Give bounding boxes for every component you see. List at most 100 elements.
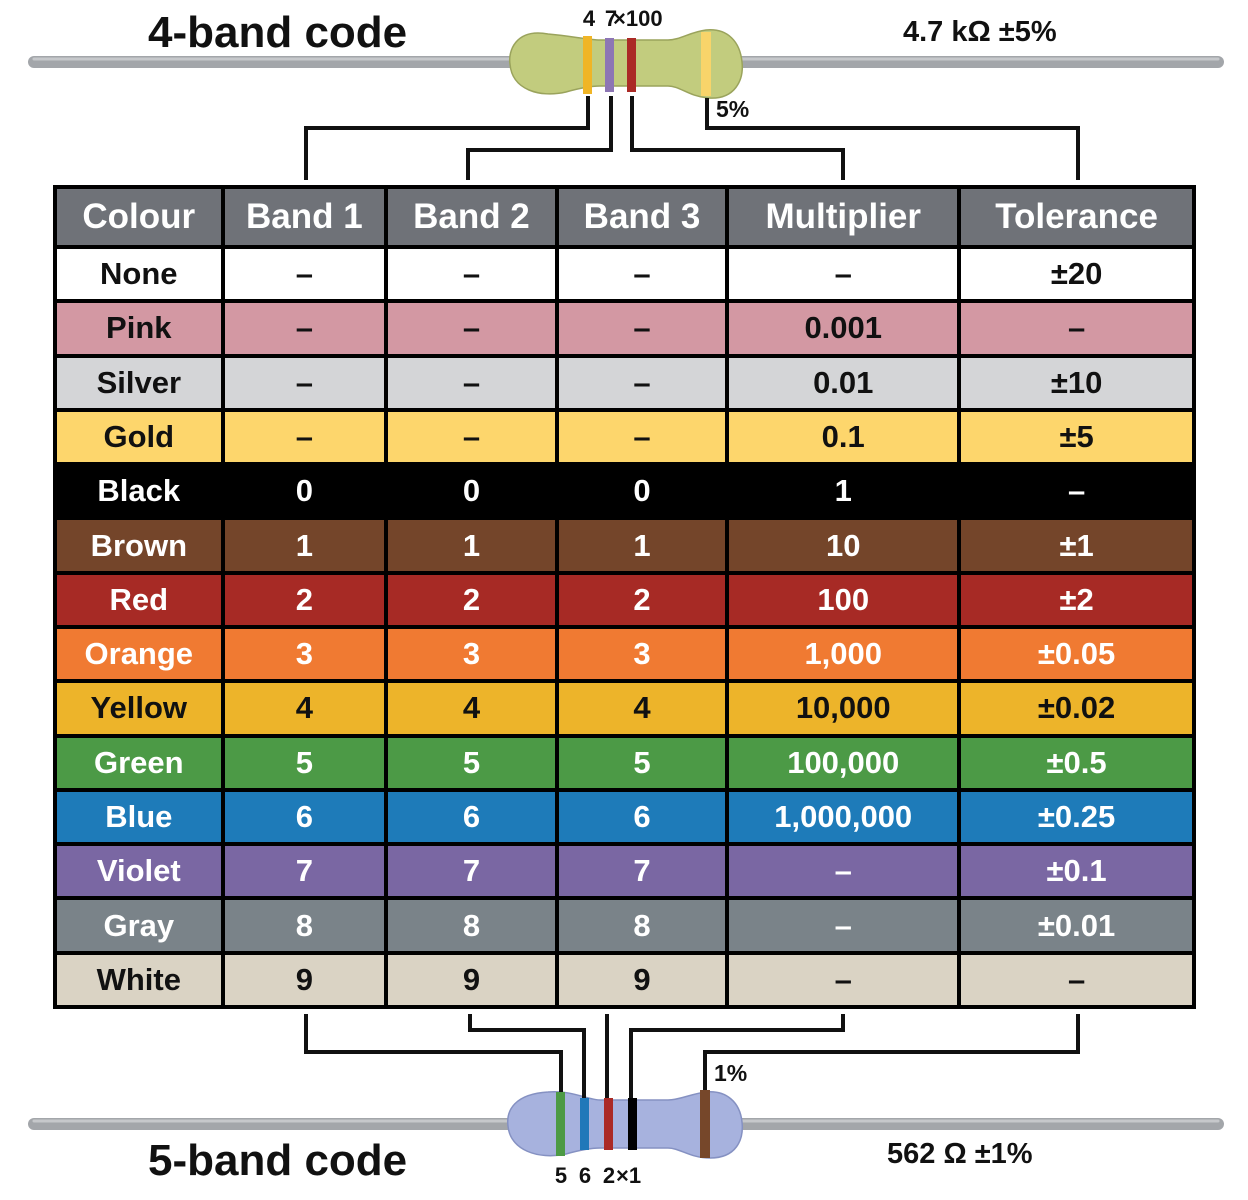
band-2-cell: – (388, 303, 555, 354)
band-3-stripe (604, 1098, 613, 1150)
band-2-cell: 2 (388, 574, 555, 625)
tolerance-cell: ±10 (961, 357, 1192, 408)
table-row: None – – – – ±20 (57, 249, 1192, 300)
band-1-cell: – (224, 357, 385, 408)
band-3-cell: 5 (558, 737, 726, 788)
band-2-cell: – (388, 411, 555, 463)
tolerance-cell: ±0.25 (961, 791, 1192, 843)
band-2-cell: – (388, 357, 555, 408)
band-1-cell: 5 (224, 737, 385, 788)
colour-cell: Violet (57, 846, 221, 897)
tolerance-cell: ±1 (961, 520, 1192, 571)
band-3-cell: 8 (558, 900, 726, 951)
colour-cell: Orange (57, 628, 221, 680)
colour-cell: Blue (57, 791, 221, 843)
multiplier-cell: 1,000 (729, 628, 958, 680)
tolerance-cell: ±0.1 (961, 846, 1192, 897)
tolerance-cell: ±0.5 (961, 737, 1192, 788)
multiplier-stripe (628, 1098, 637, 1150)
tolerance-cell: ±20 (961, 249, 1192, 300)
colour-cell: Black (57, 466, 221, 517)
tolerance-cell: – (961, 954, 1192, 1005)
band-3-cell: 0 (558, 466, 726, 517)
four-band-multiplier: ×100 (613, 6, 663, 31)
colour-cell: Gold (57, 411, 221, 463)
band-1-stripe (583, 36, 592, 94)
colour-cell: White (57, 954, 221, 1005)
tolerance-cell: ±2 (961, 574, 1192, 625)
table-row: Green 5 5 5 100,000 ±0.5 (57, 737, 1192, 788)
colour-cell: None (57, 249, 221, 300)
five-band-title: 5-band code (148, 1136, 408, 1185)
band-3-cell: – (558, 411, 726, 463)
band-2-cell: 0 (388, 466, 555, 517)
multiplier-cell: 0.01 (729, 357, 958, 408)
band-1-stripe (556, 1092, 565, 1156)
band-2-cell: 6 (388, 791, 555, 843)
multiplier-cell: – (729, 249, 958, 300)
multiplier-cell: 10,000 (729, 683, 958, 734)
table-row: Red 2 2 2 100 ±2 (57, 574, 1192, 625)
band-1-cell: 4 (224, 683, 385, 734)
band-3-cell: 1 (558, 520, 726, 571)
band-1-cell: 6 (224, 791, 385, 843)
table-row: Black 0 0 0 1– (57, 466, 1192, 517)
header-multiplier: Multiplier (729, 189, 958, 245)
colour-cell: Green (57, 737, 221, 788)
band-3-cell: 4 (558, 683, 726, 734)
multiplier-cell: 100 (729, 574, 958, 625)
band-1-cell: 8 (224, 900, 385, 951)
multiplier-cell: 0.1 (729, 411, 958, 463)
colour-cell: Brown (57, 520, 221, 571)
colour-cell: Pink (57, 303, 221, 354)
band-3-cell: 3 (558, 628, 726, 680)
band-2-cell: – (388, 249, 555, 300)
band-3-cell: 2 (558, 574, 726, 625)
header-band-1: Band 1 (224, 189, 385, 245)
bottom-connector-lines (304, 1014, 1080, 1098)
table-row: Orange 3 3 3 1,000 ±0.05 (57, 628, 1192, 680)
tolerance-cell: – (961, 466, 1192, 517)
table-row: Brown 1 1 1 10 ±1 (57, 520, 1192, 571)
band-1-cell: 2 (224, 574, 385, 625)
tolerance-cell: ±0.02 (961, 683, 1192, 734)
multiplier-cell: 0.001 (729, 303, 958, 354)
band-1-cell: 7 (224, 846, 385, 897)
band-3-cell: 6 (558, 791, 726, 843)
band-1-cell: 1 (224, 520, 385, 571)
five-band-tolerance: 1% (714, 1060, 748, 1086)
band-3-cell: – (558, 303, 726, 354)
multiplier-cell: – (729, 846, 958, 897)
multiplier-cell: 10 (729, 520, 958, 571)
band-2-cell: 5 (388, 737, 555, 788)
five-band-value: 562 Ω ±1% (887, 1138, 1033, 1170)
multiplier-cell: 1 (729, 466, 958, 517)
top-connector-lines (304, 96, 1080, 180)
multiplier-stripe (627, 38, 636, 92)
four-band-tolerance: 5% (716, 96, 750, 122)
four-band-digit-2: 7 (604, 6, 618, 31)
band-3-cell: – (558, 357, 726, 408)
table-row: Gray 8 8 8– ±0.01 (57, 900, 1192, 951)
table-header-row: Colour Band 1 Band 2 Band 3 Multiplier T… (57, 189, 1192, 245)
colour-cell: Gray (57, 900, 221, 951)
band-2-stripe (605, 38, 614, 92)
colour-cell: Silver (57, 357, 221, 408)
band-2-cell: 1 (388, 520, 555, 571)
tolerance-cell: ±5 (961, 411, 1192, 463)
table-row: Violet 7 7 7– ±0.1 (57, 846, 1192, 897)
table-row: Blue 6 6 6 1,000,000 ±0.25 (57, 791, 1192, 843)
band-3-cell: 7 (558, 846, 726, 897)
header-tolerance: Tolerance (961, 189, 1192, 245)
band-2-cell: 9 (388, 954, 555, 1005)
four-band-value: 4.7 kΩ ±5% (903, 16, 1057, 48)
four-band-title: 4-band code (148, 8, 408, 57)
tolerance-cell: ±0.05 (961, 628, 1192, 680)
five-band-digit-3: 2 (602, 1163, 616, 1188)
band-2-cell: 4 (388, 683, 555, 734)
header-colour: Colour (57, 189, 221, 245)
tolerance-cell: ±0.01 (961, 900, 1192, 951)
colour-cell: Red (57, 574, 221, 625)
table-row: Gold – – –0.1 ±5 (57, 411, 1192, 463)
band-2-cell: 7 (388, 846, 555, 897)
